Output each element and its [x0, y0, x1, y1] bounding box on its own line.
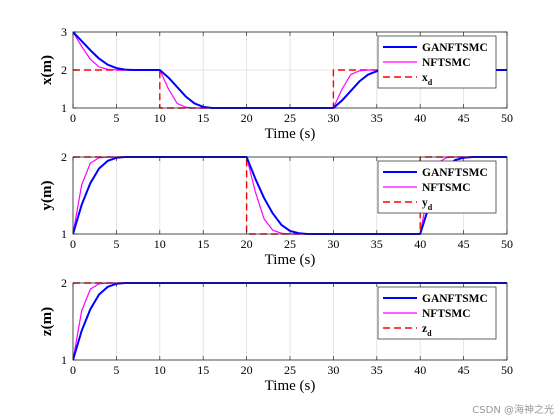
legend: GANFTSMC NFTSMC yd [377, 160, 497, 214]
x-tick-label: 15 [197, 237, 209, 251]
x-tick-label: 50 [501, 363, 513, 377]
legend-label-nftsmc: NFTSMC [422, 182, 471, 194]
subplot-x: 0 5 10 15 20 25 30 35 40 45 50 1 2 3 Time (s) x(m) GANFT… [39, 25, 513, 142]
x-tick-label: 30 [327, 363, 339, 377]
x-tick-label: 35 [371, 111, 383, 125]
x-tick-label: 25 [284, 111, 296, 125]
y-axis-label: z(m) [39, 307, 55, 336]
legend-label-nftsmc: NFTSMC [422, 57, 471, 69]
legend: GANFTSMC NFTSMC xd [377, 35, 497, 89]
x-tick-label: 45 [458, 363, 470, 377]
x-tick-label: 5 [113, 363, 119, 377]
legend-label-ganftsmc: GANFTSMC [422, 42, 488, 54]
x-tick-label: 40 [414, 111, 426, 125]
x-tick-label: 30 [327, 237, 339, 251]
x-tick-label: 15 [197, 363, 209, 377]
legend-label-ganftsmc: GANFTSMC [422, 293, 488, 305]
x-tick-label: 25 [284, 237, 296, 251]
x-tick-label: 10 [154, 363, 166, 377]
x-tick-label: 15 [197, 111, 209, 125]
y-tick-label: 1 [61, 101, 67, 115]
x-tick-label: 20 [241, 111, 253, 125]
x-tick-label: 30 [327, 111, 339, 125]
legend: GANFTSMC NFTSMC zd [377, 286, 497, 340]
subplot-z: 0 5 10 15 20 25 30 35 40 45 50 1 2 Time (s) z(m) GANFTS… [39, 276, 513, 394]
x-tick-label: 5 [113, 237, 119, 251]
legend-label-nftsmc: NFTSMC [422, 308, 471, 320]
y-tick-label: 2 [61, 150, 67, 164]
y-axis-label: y(m) [39, 181, 55, 211]
x-tick-label: 35 [371, 363, 383, 377]
y-tick-label: 2 [61, 63, 67, 77]
y-tick-label: 1 [61, 227, 67, 241]
x-tick-label: 0 [70, 111, 76, 125]
x-axis-label: Time (s) [265, 378, 316, 394]
x-tick-label: 5 [113, 111, 119, 125]
x-tick-label: 10 [154, 111, 166, 125]
x-tick-label: 20 [241, 363, 253, 377]
x-tick-label: 0 [70, 363, 76, 377]
x-tick-label: 40 [414, 237, 426, 251]
subplot-y: 0 5 10 15 20 25 30 35 40 45 50 1 2 Time (s) y(m) GANFTS… [39, 150, 513, 268]
legend-label-ganftsmc: GANFTSMC [422, 167, 488, 179]
x-tick-label: 45 [458, 237, 470, 251]
x-tick-label: 35 [371, 237, 383, 251]
x-tick-label: 0 [70, 237, 76, 251]
y-tick-label: 3 [61, 25, 67, 39]
x-tick-label: 50 [501, 111, 513, 125]
watermark: CSDN @海神之光 [472, 405, 554, 416]
x-tick-label: 10 [154, 237, 166, 251]
x-tick-label: 45 [458, 111, 470, 125]
y-tick-label: 2 [61, 276, 67, 290]
x-tick-label: 25 [284, 363, 296, 377]
y-tick-label: 1 [61, 353, 67, 367]
legend-label-z-d: zd [422, 323, 432, 338]
y-axis-label: x(m) [39, 55, 55, 85]
x-tick-label: 40 [414, 363, 426, 377]
x-tick-label: 20 [241, 237, 253, 251]
x-tick-label: 50 [501, 237, 513, 251]
legend-label-y-d: yd [422, 197, 433, 212]
legend-label-x-d: xd [422, 72, 433, 87]
series-line-ganftsmc [73, 31, 507, 109]
x-axis-label: Time (s) [265, 126, 316, 142]
x-axis-label: Time (s) [265, 252, 316, 268]
